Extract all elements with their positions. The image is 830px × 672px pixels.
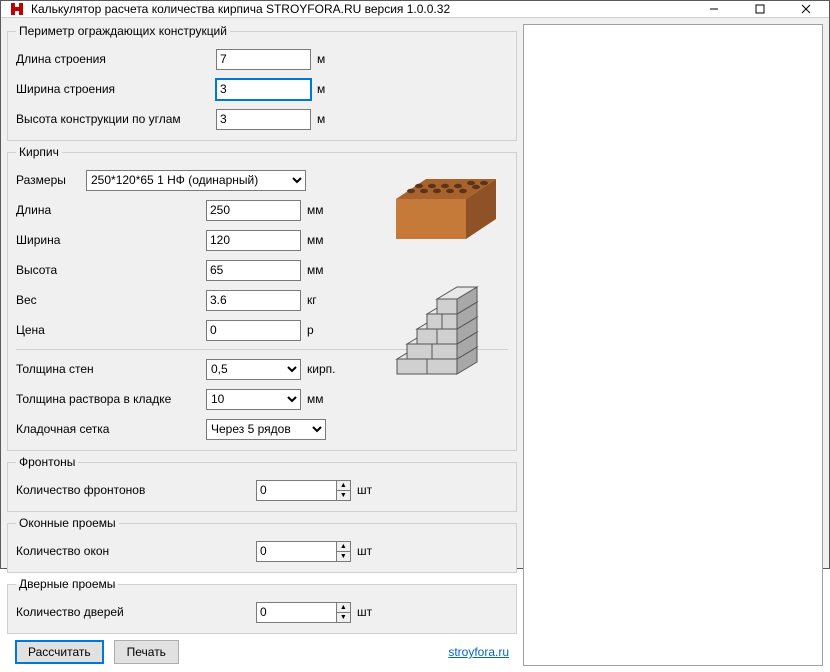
spin-up-icon[interactable]: ▲ [337, 603, 350, 613]
website-link[interactable]: stroyfora.ru [448, 645, 509, 659]
results-panel [523, 24, 823, 666]
doors-group: Дверные проемы Количество дверей ▲▼ шт [7, 577, 517, 634]
spin-up-icon[interactable]: ▲ [337, 481, 350, 491]
brick-weight-input[interactable] [206, 290, 301, 311]
perimeter-legend: Периметр ограждающих конструкций [16, 24, 230, 38]
windows-count-input[interactable] [257, 542, 336, 561]
windows-count-unit: шт [357, 544, 387, 558]
maximize-button[interactable] [737, 1, 783, 17]
calculate-button[interactable]: Рассчитать [15, 640, 104, 664]
window-title: Калькулятор расчета количества кирпича S… [31, 2, 691, 16]
brick-height-input[interactable] [206, 260, 301, 281]
spin-up-icon[interactable]: ▲ [337, 542, 350, 552]
doors-count-spinner[interactable]: ▲▼ [256, 602, 351, 623]
footer: Рассчитать Печать stroyfora.ru [7, 638, 517, 666]
spin-down-icon[interactable]: ▼ [337, 613, 350, 622]
brick-size-select[interactable]: 250*120*65 1 НФ (одинарный) [86, 170, 306, 191]
length-unit: м [317, 52, 347, 66]
print-button[interactable]: Печать [114, 640, 179, 664]
minimize-button[interactable] [691, 1, 737, 17]
brick-width-label: Ширина [16, 233, 206, 247]
height-input[interactable] [216, 109, 311, 130]
app-icon [9, 1, 25, 17]
brick-weight-unit: кг [307, 293, 337, 307]
fronton-legend: Фронтоны [16, 455, 78, 469]
windows-group: Оконные проемы Количество окон ▲▼ шт [7, 516, 517, 573]
spin-down-icon[interactable]: ▼ [337, 491, 350, 500]
wall-thickness-select[interactable]: 0,5 [206, 359, 301, 380]
brick-width-unit: мм [307, 233, 337, 247]
brick-price-input[interactable] [206, 320, 301, 341]
brick-price-unit: р [307, 323, 337, 337]
wall-thickness-label: Толщина стен [16, 362, 206, 376]
brick-length-input[interactable] [206, 200, 301, 221]
doors-count-label: Количество дверей [16, 605, 256, 619]
close-button[interactable] [783, 1, 829, 17]
fronton-count-spinner[interactable]: ▲▼ [256, 480, 351, 501]
brick-price-label: Цена [16, 323, 206, 337]
mortar-thickness-select[interactable]: 10 [206, 389, 301, 410]
brick-group: Кирпич [7, 145, 517, 451]
width-input[interactable] [216, 79, 311, 100]
windows-count-spinner[interactable]: ▲▼ [256, 541, 351, 562]
mesh-label: Кладочная сетка [16, 422, 206, 436]
doors-count-unit: шт [357, 605, 387, 619]
brick-weight-label: Вес [16, 293, 206, 307]
windows-legend: Оконные проемы [16, 516, 119, 530]
brick-photo-icon [386, 169, 506, 244]
fronton-count-label: Количество фронтонов [16, 483, 256, 497]
perimeter-group: Периметр ограждающих конструкций Длина с… [7, 24, 517, 141]
windows-count-label: Количество окон [16, 544, 256, 558]
wall-thickness-unit: кирп. [307, 362, 337, 376]
brick-size-label: Размеры [16, 173, 86, 187]
doors-legend: Дверные проемы [16, 577, 118, 591]
height-label: Высота конструкции по углам [16, 112, 216, 126]
brick-stack-icon [392, 284, 502, 379]
height-unit: м [317, 112, 347, 126]
app-window: Калькулятор расчета количества кирпича S… [0, 0, 830, 569]
spin-down-icon[interactable]: ▼ [337, 552, 350, 561]
width-label: Ширина строения [16, 82, 216, 96]
brick-height-label: Высота [16, 263, 206, 277]
doors-count-input[interactable] [257, 603, 336, 622]
brick-legend: Кирпич [16, 145, 62, 159]
brick-height-unit: мм [307, 263, 337, 277]
width-unit: м [317, 82, 347, 96]
length-label: Длина строения [16, 52, 216, 66]
mortar-thickness-unit: мм [307, 392, 337, 406]
brick-length-label: Длина [16, 203, 206, 217]
fronton-count-unit: шт [357, 483, 387, 497]
brick-width-input[interactable] [206, 230, 301, 251]
fronton-count-input[interactable] [257, 481, 336, 500]
mesh-select[interactable]: Через 5 рядов [206, 419, 326, 440]
length-input[interactable] [216, 49, 311, 70]
fronton-group: Фронтоны Количество фронтонов ▲▼ шт [7, 455, 517, 512]
titlebar: Калькулятор расчета количества кирпича S… [1, 1, 829, 18]
brick-length-unit: мм [307, 203, 337, 217]
mortar-thickness-label: Толщина раствора в кладке [16, 392, 206, 406]
